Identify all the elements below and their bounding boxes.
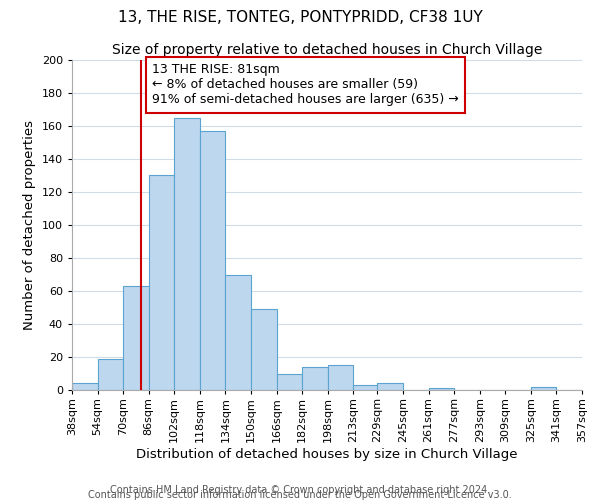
Text: 13, THE RISE, TONTEG, PONTYPRIDD, CF38 1UY: 13, THE RISE, TONTEG, PONTYPRIDD, CF38 1… bbox=[118, 10, 482, 25]
Bar bbox=[149, 176, 175, 390]
Title: Size of property relative to detached houses in Church Village: Size of property relative to detached ho… bbox=[112, 44, 542, 58]
Text: 13 THE RISE: 81sqm
← 8% of detached houses are smaller (59)
91% of semi-detached: 13 THE RISE: 81sqm ← 8% of detached hous… bbox=[152, 64, 458, 106]
Bar bbox=[428, 388, 454, 390]
Bar bbox=[175, 118, 200, 390]
Bar bbox=[328, 365, 353, 390]
X-axis label: Distribution of detached houses by size in Church Village: Distribution of detached houses by size … bbox=[136, 448, 518, 460]
Bar bbox=[123, 286, 149, 390]
Bar bbox=[72, 384, 98, 390]
Bar bbox=[302, 367, 328, 390]
Text: Contains HM Land Registry data © Crown copyright and database right 2024.: Contains HM Land Registry data © Crown c… bbox=[110, 485, 490, 495]
Bar bbox=[353, 385, 379, 390]
Bar bbox=[377, 384, 403, 390]
Text: Contains public sector information licensed under the Open Government Licence v3: Contains public sector information licen… bbox=[88, 490, 512, 500]
Bar bbox=[226, 274, 251, 390]
Bar bbox=[277, 374, 302, 390]
Bar bbox=[98, 358, 123, 390]
Bar bbox=[251, 309, 277, 390]
Bar bbox=[200, 131, 226, 390]
Bar bbox=[531, 386, 556, 390]
Y-axis label: Number of detached properties: Number of detached properties bbox=[23, 120, 36, 330]
